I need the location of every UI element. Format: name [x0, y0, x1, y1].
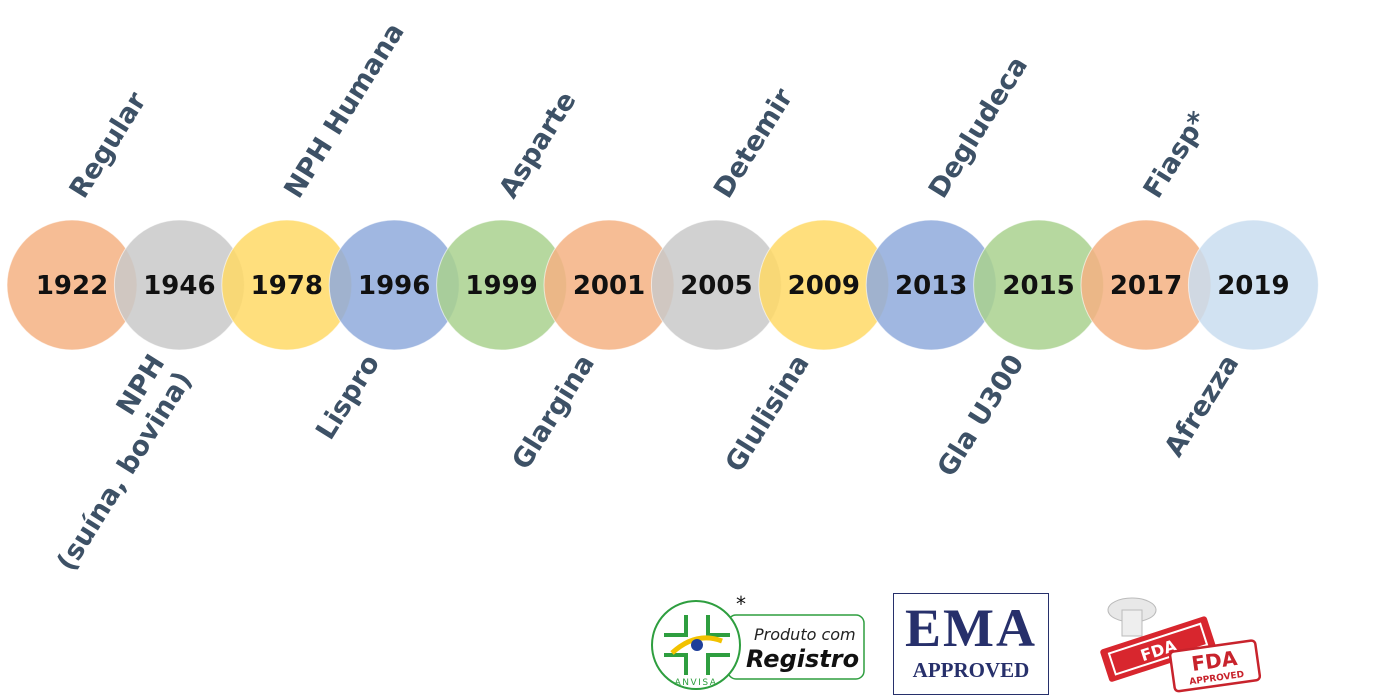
- top-insulin-label: Degludeca: [923, 51, 1034, 203]
- insulin-label-line: Degludeca: [923, 51, 1034, 203]
- ema-subtitle: APPROVED: [912, 658, 1030, 682]
- timeline-circle-2019: [1187, 219, 1319, 351]
- rubber-stamp-icon: FDA: [1100, 597, 1216, 682]
- insulin-label-line: Glargina: [506, 349, 601, 475]
- insulin-label-line: Lispro: [310, 349, 386, 445]
- top-insulin-label: Detemir: [708, 83, 800, 204]
- insulin-label-line: Glulisina: [720, 349, 816, 477]
- bottom-insulin-label: Afrezza: [1159, 349, 1246, 462]
- year-label-1996: 1996: [358, 271, 430, 301]
- insulin-label-line: Fiasp*: [1138, 106, 1215, 203]
- anvisa-cross-icon: [664, 615, 730, 675]
- ema-approved-badge: EMA APPROVED: [893, 593, 1049, 695]
- bottom-insulin-label: Gla U300: [931, 349, 1030, 482]
- insulin-label-line: NPH Humana: [278, 18, 410, 204]
- insulin-label-line: Asparte: [493, 86, 582, 203]
- anvisa-asterisk: *: [736, 595, 746, 616]
- ema-title: EMA: [905, 598, 1037, 658]
- fda-approved-stamp-image: FDA FDA APPROVED: [1086, 588, 1264, 694]
- year-label-1978: 1978: [251, 271, 323, 301]
- top-insulin-label: Asparte: [493, 86, 582, 203]
- top-insulin-label: NPH Humana: [278, 18, 410, 204]
- anvisa-line2: Registro: [746, 645, 859, 673]
- insulin-label-line: Detemir: [708, 83, 800, 204]
- timeline-years: 1922 1946 1978 1996 1999 2001 2005 2009 2013 2015…: [36, 271, 1290, 301]
- year-label-1922: 1922: [36, 271, 108, 301]
- anvisa-line1: Produto com: [754, 625, 856, 644]
- top-insulin-label: Fiasp*: [1138, 106, 1215, 203]
- bottom-insulin-label: Glulisina: [720, 349, 816, 477]
- bottom-insulin-label: NPH(suína, bovina): [24, 349, 199, 576]
- anvisa-ring-text: ANVISA: [675, 678, 718, 688]
- year-label-2005: 2005: [680, 271, 752, 301]
- year-label-1946: 1946: [143, 271, 215, 301]
- top-insulin-label: Regular: [64, 86, 153, 203]
- year-label-2001: 2001: [573, 271, 645, 301]
- year-label-2019: 2019: [1217, 271, 1289, 301]
- bottom-insulin-label: Lispro: [310, 349, 386, 445]
- timeline-circles: [6, 219, 1319, 351]
- fda-approved-imprint: FDA APPROVED: [1168, 639, 1262, 693]
- year-label-2015: 2015: [1002, 271, 1074, 301]
- bottom-insulin-label: Glargina: [506, 349, 601, 475]
- year-label-1999: 1999: [465, 271, 537, 301]
- insulin-label-line: Regular: [64, 86, 153, 203]
- anvisa-registro-badge: * ANVISA Produto com Registro: [650, 592, 868, 693]
- insulin-label-line: Afrezza: [1159, 349, 1246, 462]
- year-label-2017: 2017: [1110, 271, 1182, 301]
- insulin-label-line: Gla U300: [931, 349, 1030, 482]
- year-label-2009: 2009: [788, 271, 860, 301]
- year-label-2013: 2013: [895, 271, 967, 301]
